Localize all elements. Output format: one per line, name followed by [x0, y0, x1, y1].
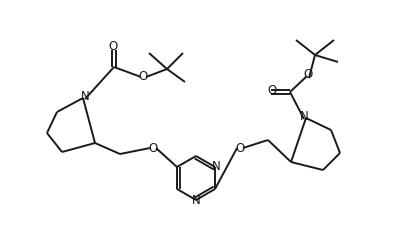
Text: O: O: [236, 142, 245, 154]
Text: N: N: [212, 161, 221, 173]
Text: O: O: [148, 142, 158, 154]
Text: O: O: [108, 40, 118, 54]
Text: N: N: [191, 194, 200, 208]
Text: N: N: [300, 110, 308, 123]
Text: N: N: [81, 89, 89, 102]
Text: O: O: [303, 69, 313, 81]
Text: O: O: [267, 84, 277, 98]
Text: O: O: [139, 70, 147, 84]
